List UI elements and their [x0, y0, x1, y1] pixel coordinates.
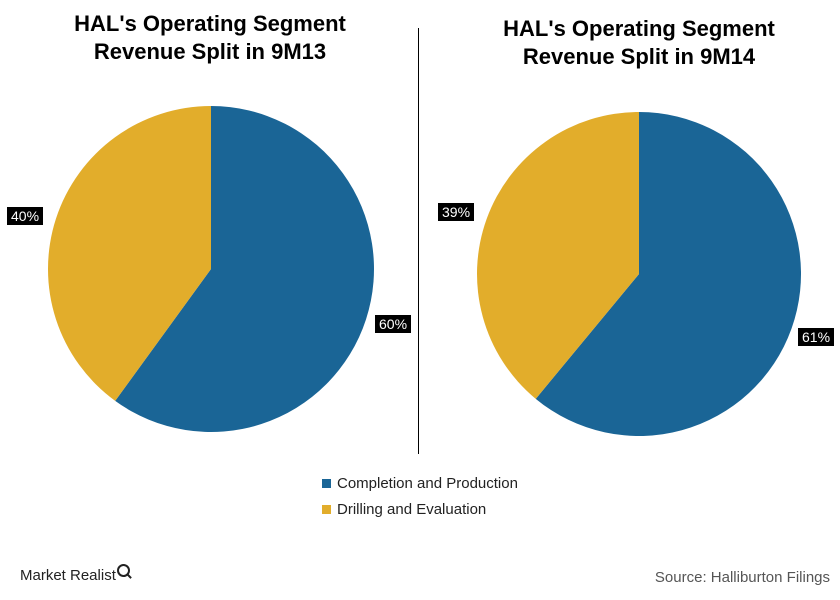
legend-item-drilling-evaluation: Drilling and Evaluation	[322, 496, 518, 522]
brand-name: Market Realist	[20, 567, 116, 584]
chart-title-line-2: Revenue Split in 9M13	[93, 39, 327, 64]
data-label-completion-production-9m13: 60%	[375, 315, 412, 333]
data-label-completion-production-9m14: 61%	[798, 328, 835, 346]
chart-title-line-1: HAL's Operating Segment	[503, 16, 775, 41]
legend-label: Drilling and Evaluation	[337, 500, 487, 518]
chart-title-line-2: Revenue Split in 9M14	[522, 44, 756, 69]
pie-slice-completion-production	[535, 112, 802, 437]
chart-legend: Completion and Production Drilling and E…	[322, 470, 518, 522]
magnifier-icon	[116, 564, 130, 577]
pie-slice-drilling-evaluation	[47, 105, 211, 401]
chart-divider	[418, 28, 419, 454]
legend-item-completion-production: Completion and Production	[322, 470, 518, 496]
legend-swatch	[322, 504, 331, 514]
pie-slice-completion-production	[115, 106, 374, 432]
pie-slice-drilling-evaluation	[477, 112, 639, 399]
data-label-drilling-evaluation-9m14: 39%	[438, 203, 475, 221]
chart-title-9m13: HAL's Operating Segment Revenue Split in…	[20, 10, 400, 66]
brand-logo: Market Realist	[20, 564, 130, 584]
legend-swatch	[322, 478, 331, 488]
chart-title-line-1: HAL's Operating Segment	[74, 11, 346, 36]
source-note: Source: Halliburton Filings	[654, 569, 830, 586]
chart-title-9m14: HAL's Operating Segment Revenue Split in…	[449, 15, 829, 71]
data-label-drilling-evaluation-9m13: 40%	[7, 207, 44, 225]
legend-label: Completion and Production	[337, 474, 518, 492]
